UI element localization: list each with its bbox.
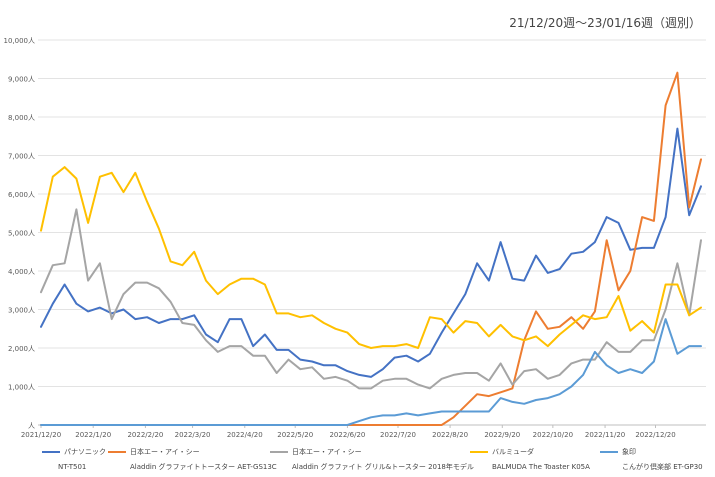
legend-series-model: Aladdin グラファイト グリル&トースター 2018年モデル [292,463,474,471]
x-tick-label: 2022/6/20 [329,431,365,439]
series-line-5 [40,318,702,426]
x-tick-label: 2022/7/20 [380,431,416,439]
y-tick-label: 4,000人 [8,268,35,276]
legend-series-model: Aladdin グラファイトトースター AET-GS13C [130,463,277,471]
series-line-1 [40,127,702,378]
x-tick-label: 2022/3/20 [175,431,211,439]
x-tick-label: 2022/8/20 [432,431,468,439]
legend-item-1: パナソニック NT-T501 [42,447,106,472]
y-tick-label: 8,000人 [8,114,35,122]
legend-item-3: 日本エー・アイ・シー Aladdin グラファイト グリル&トースター 2018年… [270,447,474,472]
legend-series-model: こんがり倶楽部 ET-GP30 [622,463,703,471]
y-tick-label: 5,000人 [8,230,35,238]
chart-title: 21/12/20週〜23/01/16週（週別） [509,16,701,30]
x-tick-label: 2022/11/20 [585,431,625,439]
legend-series-name: 象印 [622,448,636,456]
legend-swatch [108,451,126,453]
legend-series-model: NT-T501 [58,463,87,471]
y-tick-label: 3,000人 [8,307,35,315]
legend-swatch [470,451,488,453]
legend-swatch [270,451,288,453]
legend-series-model: BALMUDA The Toaster K05A [492,463,590,471]
y-tick-label: 人 [28,422,35,430]
x-tick-label: 2022/12/20 [635,431,675,439]
legend-series-name: 日本エー・アイ・シー [130,448,200,456]
legend-series-name: バルミューダ [492,448,534,456]
legend-swatch [42,451,60,453]
y-tick-label: 10,000人 [4,37,36,45]
y-tick-label: 7,000人 [8,153,35,161]
legend-item-5: 象印こんがり倶楽部 ET-GP30 [600,447,703,472]
series-line-2 [40,71,702,426]
series-line-4 [40,166,702,349]
x-tick-label: 2022/2/20 [127,431,163,439]
chart-legend: パナソニック NT-T501 日本エー・アイ・シー Aladdin グラファイトトース… [0,446,715,477]
x-tick-label: 2021/12/20 [21,431,61,439]
legend-series-name: パナソニック [64,448,106,456]
y-tick-label: 1,000人 [8,384,35,392]
x-tick-label: 2022/4/20 [227,431,263,439]
legend-item-4: バルミューダ BALMUDA The Toaster K05A [470,447,590,472]
y-tick-label: 2,000人 [8,345,35,353]
y-tick-label: 9,000人 [8,76,35,84]
series-line-3 [40,208,702,390]
y-tick-label: 6,000人 [8,191,35,199]
x-tick-label: 2022/10/20 [533,431,573,439]
x-tick-label: 2022/1/20 [75,431,111,439]
legend-series-name: 日本エー・アイ・シー [292,448,362,456]
legend-item-2: 日本エー・アイ・シー Aladdin グラファイトトースター AET-GS13C [108,447,277,472]
legend-swatch [600,451,618,453]
x-tick-label: 2022/9/20 [484,431,520,439]
x-tick-label: 2022/5/20 [277,431,313,439]
